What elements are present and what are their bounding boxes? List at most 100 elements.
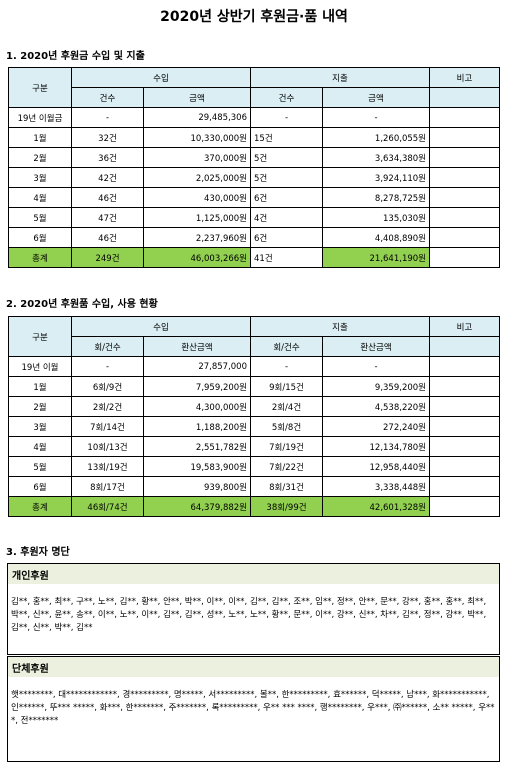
expense-count: 5회/8건 xyxy=(250,416,323,437)
table-row: 6월 46건 2,237,960원 6건 4,408,890원 xyxy=(8,227,500,248)
income-count: 13회/19건 xyxy=(71,456,144,477)
income-amount: 10,330,000원 xyxy=(143,127,251,148)
note-cell xyxy=(429,207,500,228)
note-cell xyxy=(429,456,500,477)
note-subheader xyxy=(429,336,500,357)
expense-count: - xyxy=(250,107,323,128)
income-amount: 370,000원 xyxy=(143,147,251,168)
note-cell xyxy=(429,247,500,268)
row-label: 3월 xyxy=(8,167,72,188)
row-label: 3월 xyxy=(8,416,72,437)
expense-amount: 3,338,448원 xyxy=(322,476,430,497)
income-count: 42건 xyxy=(71,167,144,188)
row-label: 5월 xyxy=(8,456,72,477)
individual-donor-box: 개인후원 김**, 홍**, 최**, 구**, 노**, 김**, 황**, … xyxy=(7,563,500,655)
expense-count: 15건 xyxy=(250,127,323,148)
total-label: 총계 xyxy=(8,247,72,268)
expense-amount: 4,538,220원 xyxy=(322,396,430,417)
expense-amount: 3,634,380원 xyxy=(322,147,430,168)
expense-amount-header: 환산금액 xyxy=(322,336,430,357)
income-amount: 939,800원 xyxy=(143,476,251,497)
income-amount: 1,125,000원 xyxy=(143,207,251,228)
note-cell xyxy=(429,436,500,457)
total-income-amount: 46,003,266원 xyxy=(143,247,251,268)
income-count: 10회/13건 xyxy=(71,436,144,457)
note-cell xyxy=(429,356,500,377)
income-count: - xyxy=(71,107,144,128)
income-count: 47건 xyxy=(71,207,144,228)
total-expense-count: 38회/99건 xyxy=(250,496,323,517)
expense-amount: 3,924,110원 xyxy=(322,167,430,188)
expense-count: 6건 xyxy=(250,227,323,248)
category-header: 구분 xyxy=(8,67,72,108)
table-row: 1월 6회/9건 7,959,200원 9회/15건 9,359,200원 xyxy=(8,376,500,397)
expense-amount: 135,030원 xyxy=(322,207,430,228)
income-count: 46건 xyxy=(71,187,144,208)
table-row: 19년 이월금 -29,485,306- - xyxy=(8,107,500,128)
expense-amount: 1,260,055원 xyxy=(322,127,430,148)
expense-count: 9회/15건 xyxy=(250,376,323,397)
income-amount: 1,188,200원 xyxy=(143,416,251,437)
total-expense-amount: 42,601,328원 xyxy=(322,496,430,517)
expense-count-header: 회/건수 xyxy=(250,336,323,357)
income-amount-header: 환산금액 xyxy=(143,336,251,357)
income-count-header: 건수 xyxy=(71,87,144,108)
total-income-count: 249건 xyxy=(71,247,144,268)
row-label: 1월 xyxy=(8,376,72,397)
expense-amount: - xyxy=(322,356,430,377)
income-count: 2회/2건 xyxy=(71,396,144,417)
total-income-count: 46회/74건 xyxy=(71,496,144,517)
table-row: 4월 10회/13건 2,551,782원 7회/19건 12,134,780원 xyxy=(8,436,500,457)
note-header: 비고 xyxy=(429,316,500,337)
note-header: 비고 xyxy=(429,67,500,88)
row-label: 19년 이월 xyxy=(8,356,72,377)
income-amount: 19,583,900원 xyxy=(143,456,251,477)
note-cell xyxy=(429,127,500,148)
income-amount: 27,857,000 xyxy=(143,356,251,377)
row-label: 2월 xyxy=(8,396,72,417)
income-count: 7회/14건 xyxy=(71,416,144,437)
expense-count-header: 건수 xyxy=(250,87,323,108)
section3-heading: 3. 후원자 명단 xyxy=(6,547,70,558)
expense-count: 7회/19건 xyxy=(250,436,323,457)
table-row: 3월 42건 2,025,000원 5건 3,924,110원 xyxy=(8,167,500,188)
individual-donor-list: 김**, 홍**, 최**, 구**, 노**, 김**, 황**, 안**, … xyxy=(11,597,487,633)
row-label: 5월 xyxy=(8,207,72,228)
income-amount: 2,237,960원 xyxy=(143,227,251,248)
table-row: 2월 2회/2건 4,300,000원 2회/4건 4,538,220원 xyxy=(8,396,500,417)
row-label: 4월 xyxy=(8,187,72,208)
note-cell xyxy=(429,227,500,248)
expense-count: 5건 xyxy=(250,147,323,168)
note-cell xyxy=(429,107,500,128)
row-label: 1월 xyxy=(8,127,72,148)
income-count: 8회/17건 xyxy=(71,476,144,497)
note-subheader xyxy=(429,87,500,108)
note-cell xyxy=(429,147,500,168)
page-title: 2020년 상반기 후원금·품 내역 xyxy=(160,9,348,25)
row-label: 2월 xyxy=(8,147,72,168)
table-row: 2월 36건 370,000원 5건 3,634,380원 xyxy=(8,147,500,168)
expense-count: 5건 xyxy=(250,167,323,188)
total-income-amount: 64,379,882원 xyxy=(143,496,251,517)
income-amount: 29,485,306 xyxy=(143,107,251,128)
expense-amount: 272,240원 xyxy=(322,416,430,437)
expense-amount: 12,958,440원 xyxy=(322,456,430,477)
expense-amount: 8,278,725원 xyxy=(322,187,430,208)
income-amount: 2,025,000원 xyxy=(143,167,251,188)
income-amount: 4,300,000원 xyxy=(143,396,251,417)
group-donor-list: 햇********, 대************, 경*********, 명*… xyxy=(11,690,495,726)
income-count: 32건 xyxy=(71,127,144,148)
note-cell xyxy=(429,476,500,497)
table-row: 5월 47건 1,125,000원 4건 135,030원 xyxy=(8,207,500,228)
total-label: 총계 xyxy=(8,496,72,517)
income-amount: 2,551,782원 xyxy=(143,436,251,457)
expense-amount: 4,408,890원 xyxy=(322,227,430,248)
table-row: 1월 32건 10,330,000원 15건 1,260,055원 xyxy=(8,127,500,148)
expense-amount: - xyxy=(322,107,430,128)
income-header: 수입 xyxy=(71,67,251,88)
total-expense-amount: 21,641,190원 xyxy=(322,247,430,268)
expense-amount-header: 금액 xyxy=(322,87,430,108)
expense-count: 4건 xyxy=(250,207,323,228)
expense-amount: 12,134,780원 xyxy=(322,436,430,457)
income-count-header: 회/건수 xyxy=(71,336,144,357)
